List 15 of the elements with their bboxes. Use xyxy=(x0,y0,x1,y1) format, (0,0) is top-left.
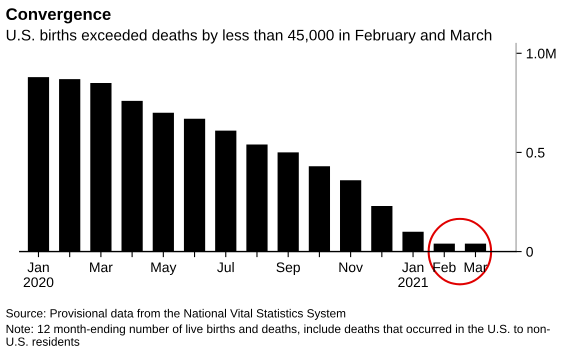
x-tick-label: Jan 2020 xyxy=(24,262,54,288)
y-tick-label: 1.0M xyxy=(526,48,556,58)
y-tick-label: 0 xyxy=(526,246,533,257)
x-tick-label: Jan 2021 xyxy=(398,262,428,288)
x-tick-label: Jul xyxy=(217,262,234,272)
x-tick-label: Feb xyxy=(433,262,456,272)
x-tick-label: Mar xyxy=(90,262,113,272)
chart-title: Convergence xyxy=(6,8,111,24)
source-note: Source: Provisional data from the National Vital Statistics System xyxy=(6,308,346,320)
y-tick-label: 0.5 xyxy=(526,148,545,158)
x-tick-label: Sep xyxy=(276,262,300,275)
chart-subtitle: U.S. births exceeded deaths by less than 45,000 in February and March xyxy=(6,29,492,44)
x-tick-label: Nov xyxy=(339,262,363,272)
x-tick-label: May xyxy=(151,262,176,275)
text: Note: 12 month-ending number of live births and deaths, include deaths that occurred in the U.S. to non- U.S. residents xyxy=(6,324,550,346)
